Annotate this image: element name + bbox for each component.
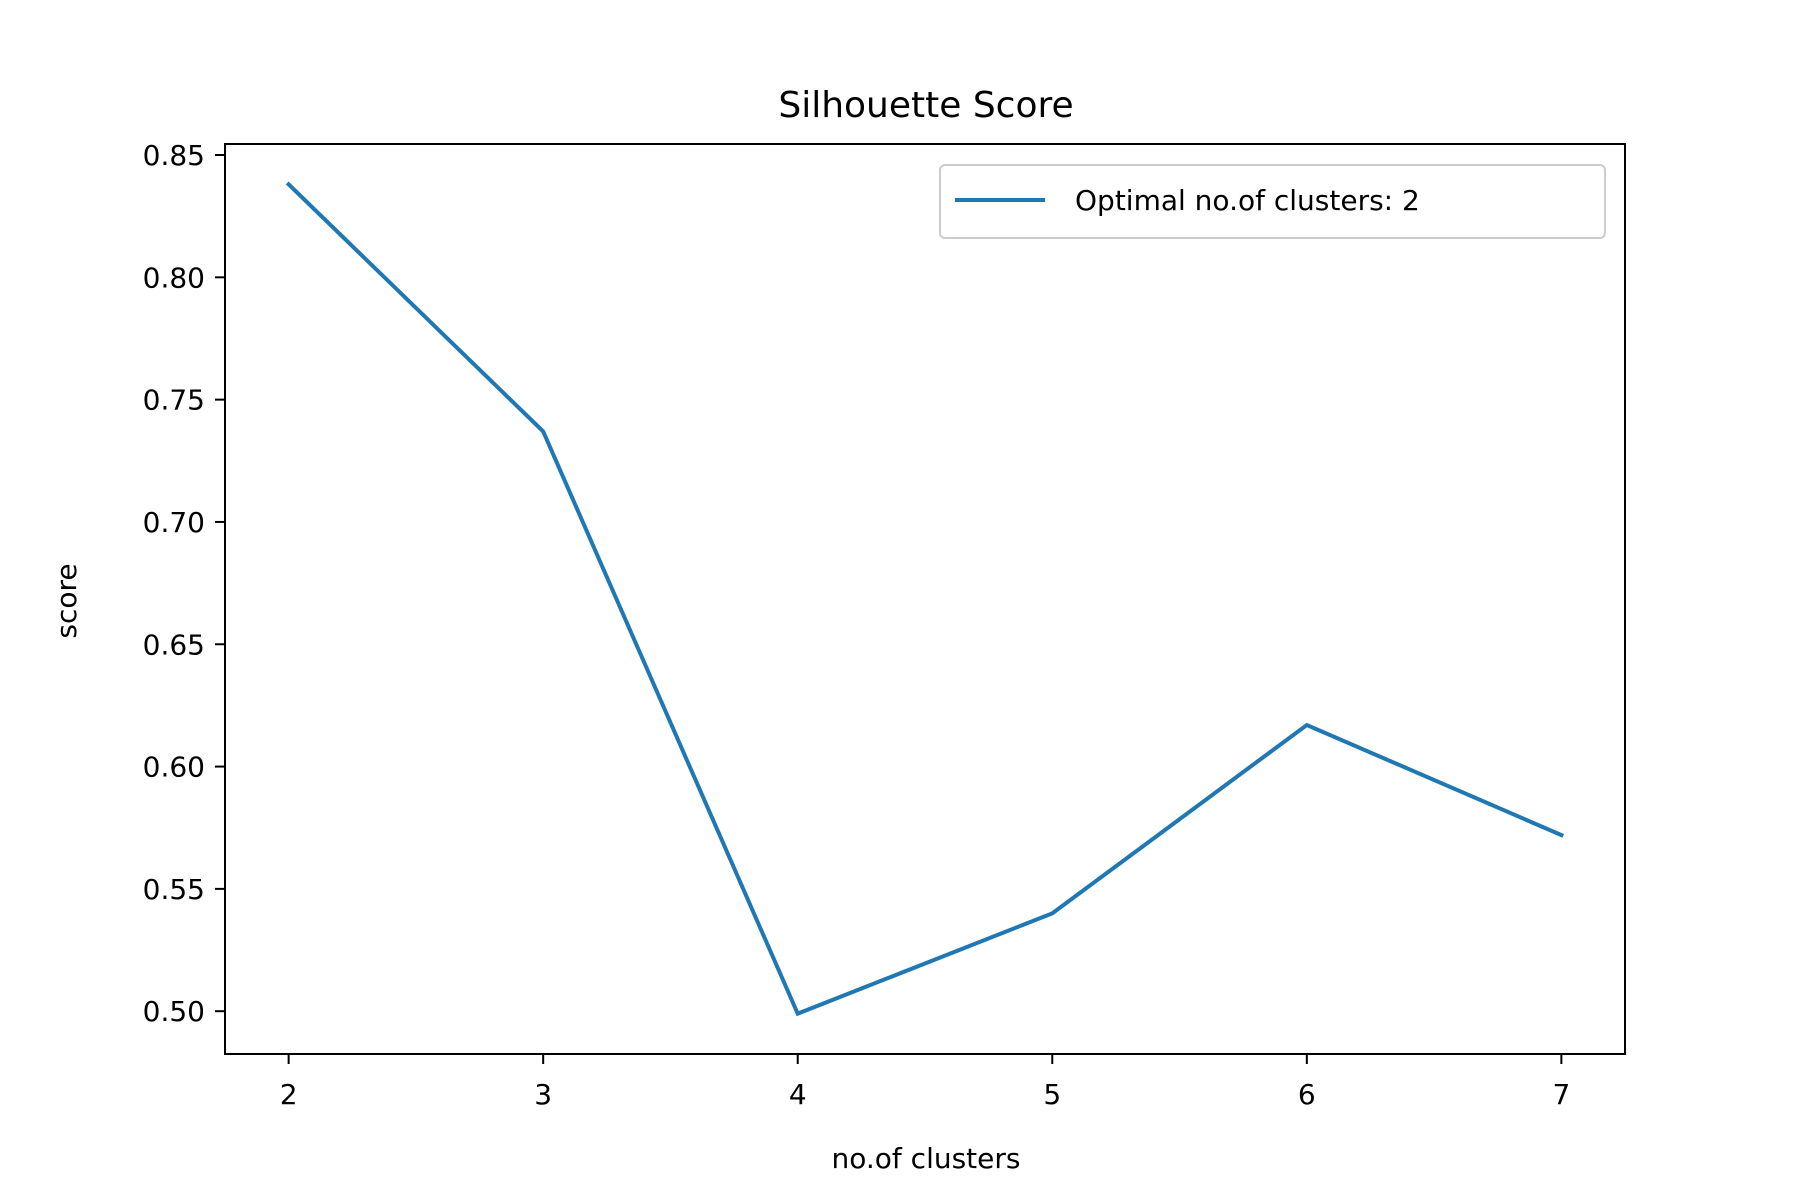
legend-box [939, 164, 1606, 239]
x-tick-label: 6 [1298, 1078, 1316, 1111]
x-tick-label: 2 [280, 1078, 298, 1111]
y-tick-label: 0.65 [143, 628, 205, 661]
y-tick-label: 0.50 [143, 995, 205, 1028]
y-axis: 0.50 0.55 0.60 0.65 0.70 0.75 0.80 0.85 [143, 139, 225, 1028]
x-tick-label: 3 [534, 1078, 552, 1111]
chart-title: Silhouette Score [778, 85, 1073, 126]
series-layer [285, 181, 1564, 1017]
plot-area [225, 144, 1625, 1054]
y-axis-label: score [50, 563, 83, 638]
x-axis: 2 3 4 5 6 7 [280, 1054, 1570, 1111]
x-axis-label: no.of clusters [832, 1142, 1021, 1175]
series-line [285, 181, 1564, 1017]
y-tick-label: 0.70 [143, 506, 205, 539]
x-tick-label: 5 [1043, 1078, 1061, 1111]
x-tick-label: 4 [789, 1078, 807, 1111]
y-tick-label: 0.80 [143, 261, 205, 294]
x-tick-label: 7 [1552, 1078, 1570, 1111]
legend-label: Optimal no.of clusters: 2 [1075, 184, 1420, 217]
legend: Optimal no.of clusters: 2 [939, 164, 1606, 239]
y-tick-label: 0.75 [143, 384, 205, 417]
y-tick-label: 0.60 [143, 751, 205, 784]
y-tick-label: 0.85 [143, 139, 205, 172]
y-tick-label: 0.55 [143, 873, 205, 906]
plot-frame [224, 143, 1626, 1055]
